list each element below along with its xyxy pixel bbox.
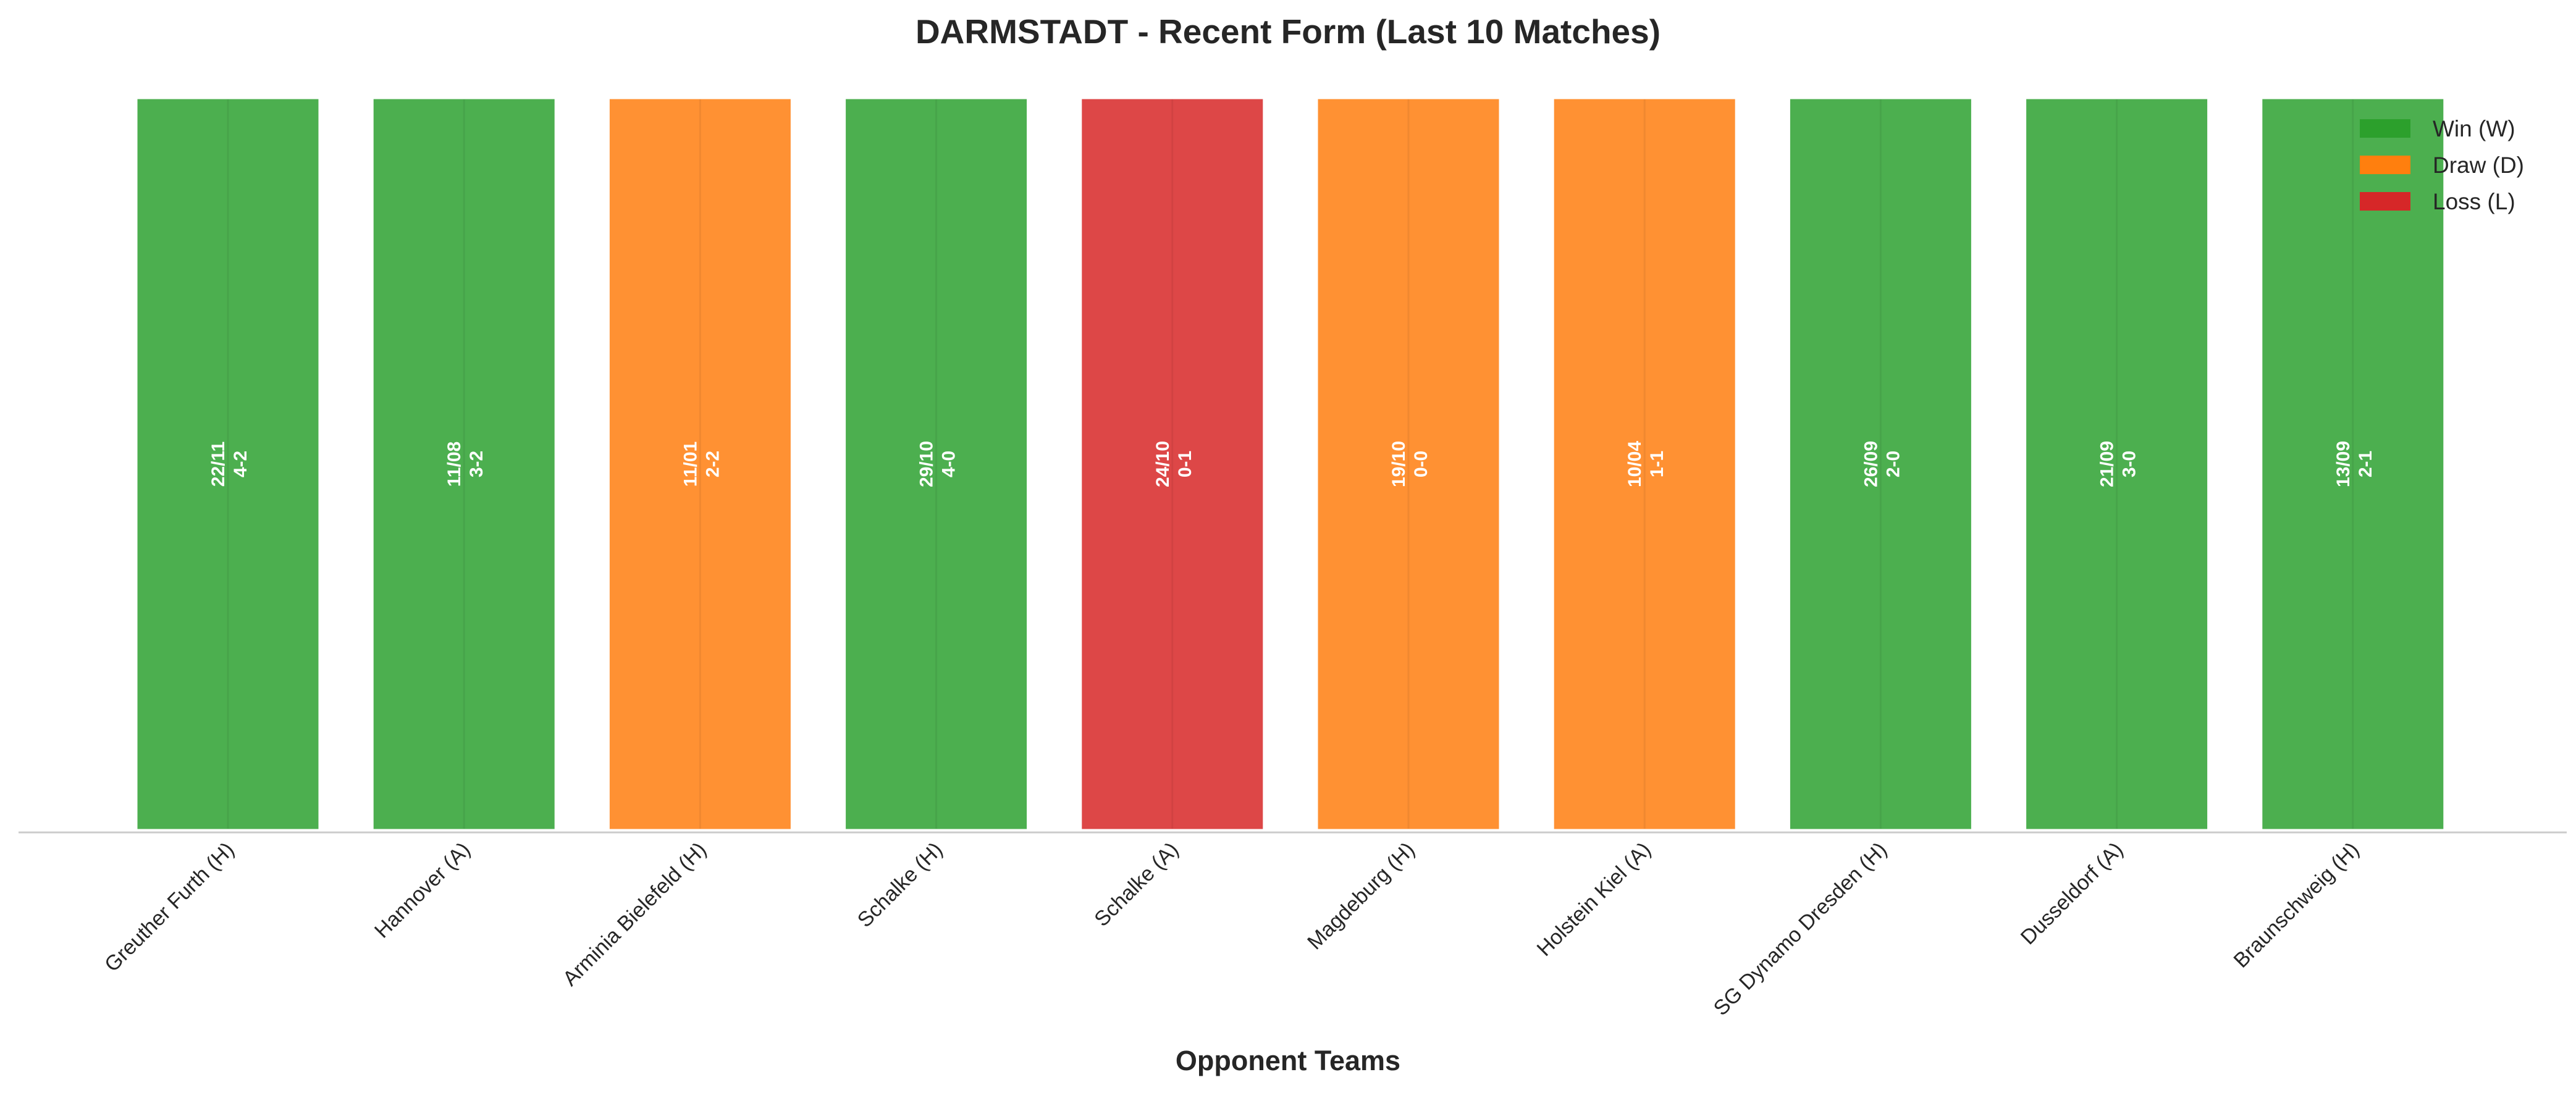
x-tick-label-1: Greuther Furth (H): [100, 838, 239, 977]
bar-score: 2-1: [2355, 451, 2376, 477]
bar-date: 26/09: [1861, 441, 1881, 487]
bar-date: 10/04: [1625, 441, 1645, 487]
bar-2: [370, 96, 558, 832]
bar-label-2: 11/08 3-2: [444, 442, 487, 487]
bar-label-4: 29/10 4-0: [917, 441, 959, 487]
bar-score: 1-1: [1647, 451, 1667, 477]
chart-title: DARMSTADT - Recent Form (Last 10 Matches…: [915, 12, 1661, 51]
x-tick-label-2: Hannover (A): [370, 838, 475, 943]
x-tick-label-9: Dusseldorf (A): [2016, 838, 2128, 950]
bar-3: [606, 96, 794, 832]
legend-label-d: Draw (D): [2433, 153, 2524, 178]
bar-score: 0-1: [1175, 451, 1195, 477]
bar-4: [843, 96, 1030, 832]
x-tick-label-4: Schalke (H): [853, 838, 947, 932]
bar-score: 4-2: [230, 451, 251, 477]
bar-7: [1551, 96, 1738, 832]
bar-9: [2023, 96, 2211, 832]
x-tick-label-3: Arminia Bielefeld (H): [558, 838, 711, 990]
bar-label-3: 11/01 2-2: [680, 442, 723, 487]
bar-5: [1079, 96, 1266, 832]
x-axis-label: Opponent Teams: [1176, 1045, 1400, 1076]
bar-score: 3-0: [2119, 451, 2140, 477]
x-tick-label-10: Braunschweig (H): [2229, 838, 2364, 973]
bar-score: 3-2: [466, 451, 487, 477]
bar-date: 13/09: [2333, 441, 2354, 487]
bar-label-7: 10/04 1-1: [1625, 441, 1667, 487]
legend-swatch-d: [2360, 156, 2410, 174]
bar-date: 19/10: [1389, 441, 1409, 487]
bar-score: 4-0: [939, 451, 959, 477]
bar-6: [1315, 96, 1502, 832]
bar-label-6: 19/10 0-0: [1389, 441, 1431, 487]
legend-swatch-w: [2360, 119, 2410, 138]
x-tick-label-8: SG Dynamo Dresden (H): [1709, 838, 1892, 1020]
bar-date: 22/11: [208, 442, 229, 487]
bar-10: [2259, 96, 2447, 832]
legend-label-l: Loss (L): [2433, 189, 2515, 214]
legend: Win (W) Draw (D) Loss (L): [2360, 116, 2524, 214]
bar-label-9: 21/09 3-0: [2097, 441, 2140, 487]
bar-score: 2-2: [702, 451, 723, 477]
bar-1: [134, 96, 322, 832]
bar-label-10: 13/09 2-1: [2333, 441, 2376, 487]
bar-label-8: 26/09 2-0: [1861, 441, 1903, 487]
x-tick-labels: Greuther Furth (H) Hannover (A) Arminia Bi…: [100, 838, 2363, 1020]
bar-label-1: 22/11 4-2: [208, 442, 251, 487]
bar-8: [1787, 96, 1974, 832]
bar-date: 11/08: [444, 442, 465, 487]
x-tick-label-5: Schalke (A): [1090, 838, 1183, 931]
legend-label-w: Win (W): [2433, 116, 2515, 141]
bar-score: 2-0: [1883, 451, 1903, 477]
bar-date: 24/10: [1153, 441, 1173, 487]
bar-label-5: 24/10 0-1: [1153, 441, 1195, 487]
x-tick-label-7: Holstein Kiel (A): [1533, 838, 1656, 961]
bar-score: 0-0: [1411, 451, 1431, 477]
x-tick-label-6: Magdeburg (H): [1303, 838, 1420, 955]
legend-swatch-l: [2360, 192, 2410, 211]
bar-date: 21/09: [2097, 441, 2118, 487]
bars-layer: 22/11 4-2 11/08 3-2 11/01 2-2 29/10 4-0 24/10 0-1…: [134, 96, 2447, 832]
bar-date: 11/01: [680, 442, 701, 487]
bar-date: 29/10: [917, 441, 937, 487]
